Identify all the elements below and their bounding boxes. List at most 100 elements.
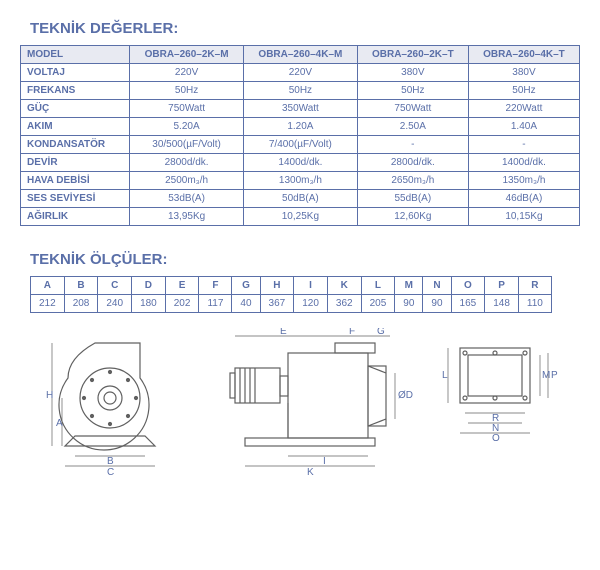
cell: 2.50A (357, 118, 468, 136)
cell: 50Hz (468, 82, 579, 100)
cell: 2500m₃/h (130, 172, 244, 190)
cell: 220Watt (468, 100, 579, 118)
cell: 2650m₃/h (357, 172, 468, 190)
cell: 1.40A (468, 118, 579, 136)
table-row: FREKANS50Hz50Hz50Hz50Hz (21, 82, 580, 100)
dim-value: 40 (232, 295, 260, 313)
dim-label: O (451, 277, 485, 295)
cell: 46dB(A) (468, 190, 579, 208)
row-label: AĞIRLIK (21, 208, 130, 226)
cell: 10,25Kg (243, 208, 357, 226)
dim-value: 202 (165, 295, 199, 313)
cell: 1.20A (243, 118, 357, 136)
dim-value: 208 (64, 295, 98, 313)
table-row: DEVİR2800d/dk.1400d/dk.2800d/dk.1400d/dk… (21, 154, 580, 172)
dim-label: K (327, 277, 361, 295)
title-teknik-olculer: TEKNİK ÖLÇÜLER: (30, 251, 580, 268)
cell: 220V (130, 64, 244, 82)
dim-value: 367 (260, 295, 294, 313)
cell: 53dB(A) (130, 190, 244, 208)
dim-value-row: 212 208 240 180 202 117 40 367 120 362 2… (31, 295, 552, 313)
cell: 1400d/dk. (468, 154, 579, 172)
dim-value: 212 (31, 295, 65, 313)
cell: 2800d/dk. (130, 154, 244, 172)
spec-table: MODEL OBRA–260–2K–M OBRA–260–4K–M OBRA–2… (20, 45, 580, 226)
row-label: VOLTAJ (21, 64, 130, 82)
dim-label: N (423, 277, 451, 295)
table-row: SES SEVİYESİ53dB(A)50dB(A)55dB(A)46dB(A) (21, 190, 580, 208)
cell: 1350m₃/h (468, 172, 579, 190)
cell: 750Watt (130, 100, 244, 118)
dim-label: L (361, 277, 395, 295)
dim-value: 120 (294, 295, 328, 313)
cell: 7/400(µF/Volt) (243, 136, 357, 154)
dim-value: 205 (361, 295, 395, 313)
dim-value: 180 (132, 295, 166, 313)
dim-value: 148 (485, 295, 519, 313)
table-row: VOLTAJ220V220V380V380V (21, 64, 580, 82)
dim-value: 90 (423, 295, 451, 313)
dim-value: 117 (199, 295, 232, 313)
dim-label: E (165, 277, 199, 295)
cell: 220V (243, 64, 357, 82)
dim-label: D (132, 277, 166, 295)
svg-text:O: O (492, 433, 500, 444)
cell: 750Watt (357, 100, 468, 118)
dim-table: A B C D E F G H I K L M N O P R 212 208 … (30, 276, 552, 313)
svg-text:L: L (442, 370, 448, 381)
spec-header-col1: OBRA–260–2K–M (130, 46, 244, 64)
cell: 12,60Kg (357, 208, 468, 226)
dim-label: B (64, 277, 98, 295)
cell: 50Hz (243, 82, 357, 100)
table-row: AKIM5.20A1.20A2.50A1.40A (21, 118, 580, 136)
cell: 380V (468, 64, 579, 82)
cell: - (357, 136, 468, 154)
cell: 350Watt (243, 100, 357, 118)
row-label: GÜÇ (21, 100, 130, 118)
dim-label: H (260, 277, 294, 295)
table-row: HAVA DEBİSİ2500m₃/h1300m₃/h2650m₃/h1350m… (21, 172, 580, 190)
dim-value: 90 (395, 295, 423, 313)
spec-header-col3: OBRA–260–2K–T (357, 46, 468, 64)
diagram-front-view: H A B C (40, 328, 190, 478)
svg-text:F: F (349, 328, 355, 337)
svg-text:E: E (280, 328, 287, 337)
dim-label: F (199, 277, 232, 295)
table-row: AĞIRLIK13,95Kg10,25Kg12,60Kg10,15Kg (21, 208, 580, 226)
svg-text:M: M (542, 370, 550, 381)
cell: 50Hz (357, 82, 468, 100)
dim-label: M (395, 277, 423, 295)
spec-header-row: MODEL OBRA–260–2K–M OBRA–260–4K–M OBRA–2… (21, 46, 580, 64)
cell: - (468, 136, 579, 154)
dim-value: 165 (451, 295, 485, 313)
cell: 380V (357, 64, 468, 82)
spec-header-model: MODEL (21, 46, 130, 64)
svg-text:I: I (323, 456, 326, 467)
row-label: AKIM (21, 118, 130, 136)
cell: 2800d/dk. (357, 154, 468, 172)
dim-label: C (98, 277, 132, 295)
dim-value: 362 (327, 295, 361, 313)
cell: 50dB(A) (243, 190, 357, 208)
svg-text:H: H (46, 390, 53, 401)
cell: 13,95Kg (130, 208, 244, 226)
svg-text:B: B (107, 456, 114, 467)
title-teknik-degerler: TEKNİK DEĞERLER: (30, 20, 580, 37)
row-label: KONDANSATÖR (21, 136, 130, 154)
dim-label: R (518, 277, 551, 295)
table-row: KONDANSATÖR30/500(µF/Volt)7/400(µF/Volt)… (21, 136, 580, 154)
spec-header-col2: OBRA–260–4K–M (243, 46, 357, 64)
dim-label: P (485, 277, 519, 295)
dim-label: A (31, 277, 65, 295)
row-label: SES SEVİYESİ (21, 190, 130, 208)
dim-header-row: A B C D E F G H I K L M N O P R (31, 277, 552, 295)
diagram-side-view: E F G ØD I K (215, 328, 415, 478)
cell: 55dB(A) (357, 190, 468, 208)
cell: 1300m₃/h (243, 172, 357, 190)
svg-text:P: P (551, 370, 558, 381)
svg-text:K: K (307, 467, 314, 478)
row-label: DEVİR (21, 154, 130, 172)
dim-value: 240 (98, 295, 132, 313)
svg-text:ØD: ØD (398, 390, 413, 401)
cell: 30/500(µF/Volt) (130, 136, 244, 154)
